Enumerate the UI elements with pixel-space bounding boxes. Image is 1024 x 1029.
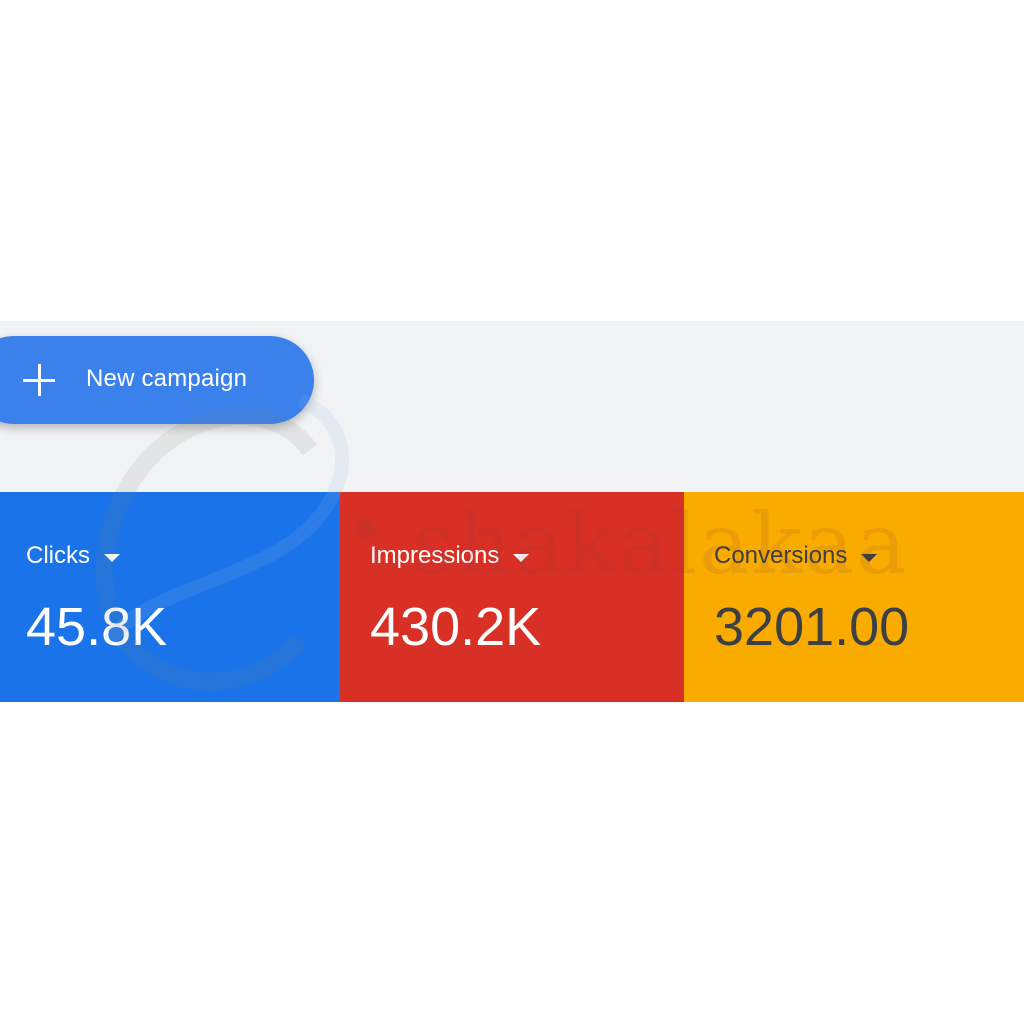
- new-campaign-label: New campaign: [86, 365, 248, 392]
- metric-card-conversions[interactable]: Conversions 3201.00: [684, 492, 1024, 702]
- metric-label: Impressions: [370, 542, 500, 569]
- plus-icon: [23, 364, 55, 396]
- metric-cards: Clicks 45.8K Impressions 430.2K Conversi…: [0, 492, 1024, 702]
- metric-selector-conversions[interactable]: Conversions: [714, 542, 878, 570]
- dropdown-caret-icon[interactable]: [104, 553, 120, 562]
- metric-card-impressions[interactable]: Impressions 430.2K: [340, 492, 684, 702]
- metric-label: Conversions: [714, 542, 848, 569]
- dropdown-caret-icon[interactable]: [513, 553, 530, 562]
- metric-selector-impressions[interactable]: Impressions: [370, 542, 530, 570]
- metric-selector-clicks[interactable]: Clicks: [26, 542, 120, 570]
- metric-value: 45.8K: [26, 597, 168, 657]
- metric-value: 3201.00: [714, 597, 910, 657]
- metric-card-clicks[interactable]: Clicks 45.8K: [0, 492, 340, 702]
- metric-value: 430.2K: [370, 597, 542, 657]
- new-campaign-button[interactable]: New campaign: [0, 336, 314, 424]
- metric-label: Clicks: [26, 542, 90, 569]
- dropdown-caret-icon[interactable]: [861, 553, 878, 562]
